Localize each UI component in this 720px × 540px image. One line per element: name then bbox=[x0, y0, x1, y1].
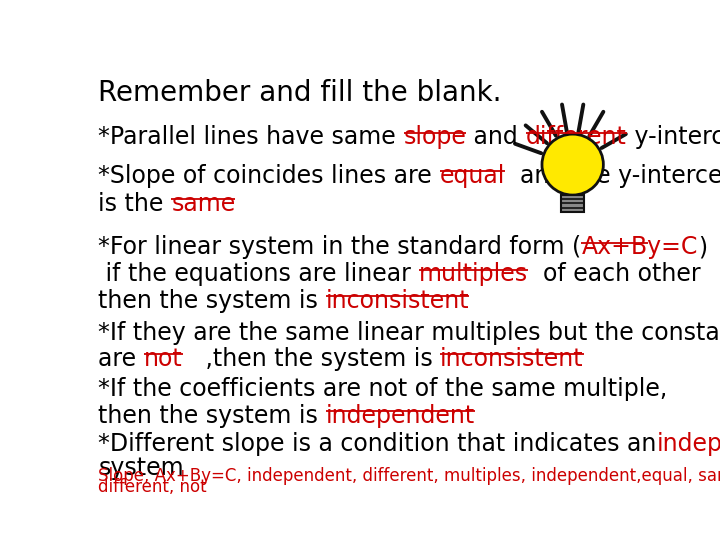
Text: multiples: multiples bbox=[419, 262, 528, 286]
Text: inconsistent: inconsistent bbox=[325, 288, 469, 313]
Text: and the y-intercept: and the y-intercept bbox=[505, 164, 720, 188]
Text: not: not bbox=[144, 347, 183, 371]
Text: same: same bbox=[171, 192, 235, 215]
Text: then the system is: then the system is bbox=[99, 288, 325, 313]
Text: *Parallel lines have same: *Parallel lines have same bbox=[99, 125, 404, 149]
Text: *If the coefficients are not of the same multiple,: *If the coefficients are not of the same… bbox=[99, 377, 667, 401]
Text: *If they are the same linear multiples but the constant: *If they are the same linear multiples b… bbox=[99, 321, 720, 345]
Text: independent: independent bbox=[657, 431, 720, 456]
Text: of each other: of each other bbox=[528, 262, 701, 286]
Text: is the: is the bbox=[99, 192, 171, 215]
Text: inconsistent: inconsistent bbox=[440, 347, 584, 371]
Text: and: and bbox=[467, 125, 526, 149]
Text: *Different slope is a condition that indicates an: *Different slope is a condition that ind… bbox=[99, 431, 657, 456]
Text: independent: independent bbox=[325, 404, 475, 428]
Bar bbox=[561, 195, 584, 212]
Text: Ax+By=C: Ax+By=C bbox=[582, 235, 698, 259]
Text: *Slope of coincides lines are: *Slope of coincides lines are bbox=[99, 164, 440, 188]
Text: *For linear system in the standard form (: *For linear system in the standard form … bbox=[99, 235, 582, 259]
Text: Remember and fill the blank.: Remember and fill the blank. bbox=[99, 79, 502, 107]
Text: slope: slope bbox=[404, 125, 467, 149]
Text: ,then the system is: ,then the system is bbox=[183, 347, 440, 371]
Text: if the equations are linear: if the equations are linear bbox=[99, 262, 419, 286]
Text: ): ) bbox=[698, 235, 707, 259]
Text: different, not: different, not bbox=[99, 478, 207, 496]
Text: system: system bbox=[99, 456, 184, 481]
Text: equal: equal bbox=[440, 164, 505, 188]
Text: y-intercept: y-intercept bbox=[626, 125, 720, 149]
Text: Slope, Ax+By=C, independent, different, multiples, independent,equal, same,: Slope, Ax+By=C, independent, different, … bbox=[99, 467, 720, 485]
Text: are: are bbox=[99, 347, 144, 371]
Text: different: different bbox=[526, 125, 626, 149]
Text: then the system is: then the system is bbox=[99, 404, 325, 428]
Ellipse shape bbox=[542, 134, 603, 195]
